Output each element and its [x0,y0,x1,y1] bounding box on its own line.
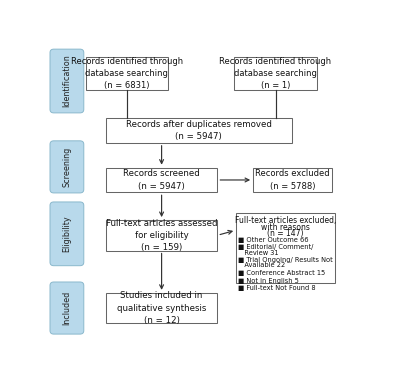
Text: ■ Other Outcome 66: ■ Other Outcome 66 [238,237,309,243]
Text: Eligibility: Eligibility [62,215,71,252]
Text: ■ Not in English 5: ■ Not in English 5 [238,277,299,284]
Text: Available 22: Available 22 [238,262,286,268]
FancyBboxPatch shape [106,167,218,192]
Text: Studies included in
qualitative synthesis
(n = 12): Studies included in qualitative synthesi… [117,291,206,325]
Text: Records after duplicates removed
(n = 5947): Records after duplicates removed (n = 59… [126,120,272,141]
Text: ■ Trial Ongoing/ Results Not: ■ Trial Ongoing/ Results Not [238,257,333,263]
FancyBboxPatch shape [50,141,84,193]
Text: Review 31: Review 31 [238,250,279,256]
Text: Screening: Screening [62,147,71,187]
FancyBboxPatch shape [106,220,218,251]
FancyBboxPatch shape [106,118,292,143]
FancyBboxPatch shape [50,202,84,266]
Text: ■ Full-text Not Found 8: ■ Full-text Not Found 8 [238,285,316,291]
Text: Records screened
(n = 5947): Records screened (n = 5947) [123,169,200,191]
Text: Records identified through
database searching
(n = 6831): Records identified through database sear… [71,57,183,90]
FancyBboxPatch shape [236,213,335,283]
Text: Full-text articles assessed
for eligibility
(n = 159): Full-text articles assessed for eligibil… [106,218,217,252]
FancyBboxPatch shape [86,57,168,90]
Text: Identification: Identification [62,55,71,107]
Text: (n = 147): (n = 147) [267,229,304,238]
Text: Records identified through
database searching
(n = 1): Records identified through database sear… [220,57,332,90]
Text: ■ Conference Abstract 15: ■ Conference Abstract 15 [238,270,326,276]
Text: Included: Included [62,291,71,325]
Text: ■ Editorial/ Comment/: ■ Editorial/ Comment/ [238,245,314,251]
FancyBboxPatch shape [253,167,332,192]
FancyBboxPatch shape [50,282,84,334]
Text: with reasons: with reasons [261,223,310,232]
FancyBboxPatch shape [50,49,84,113]
Text: Full-text articles excluded,: Full-text articles excluded, [235,216,336,225]
FancyBboxPatch shape [234,57,317,90]
FancyBboxPatch shape [106,293,218,323]
Text: Records excluded
(n = 5788): Records excluded (n = 5788) [255,169,330,191]
